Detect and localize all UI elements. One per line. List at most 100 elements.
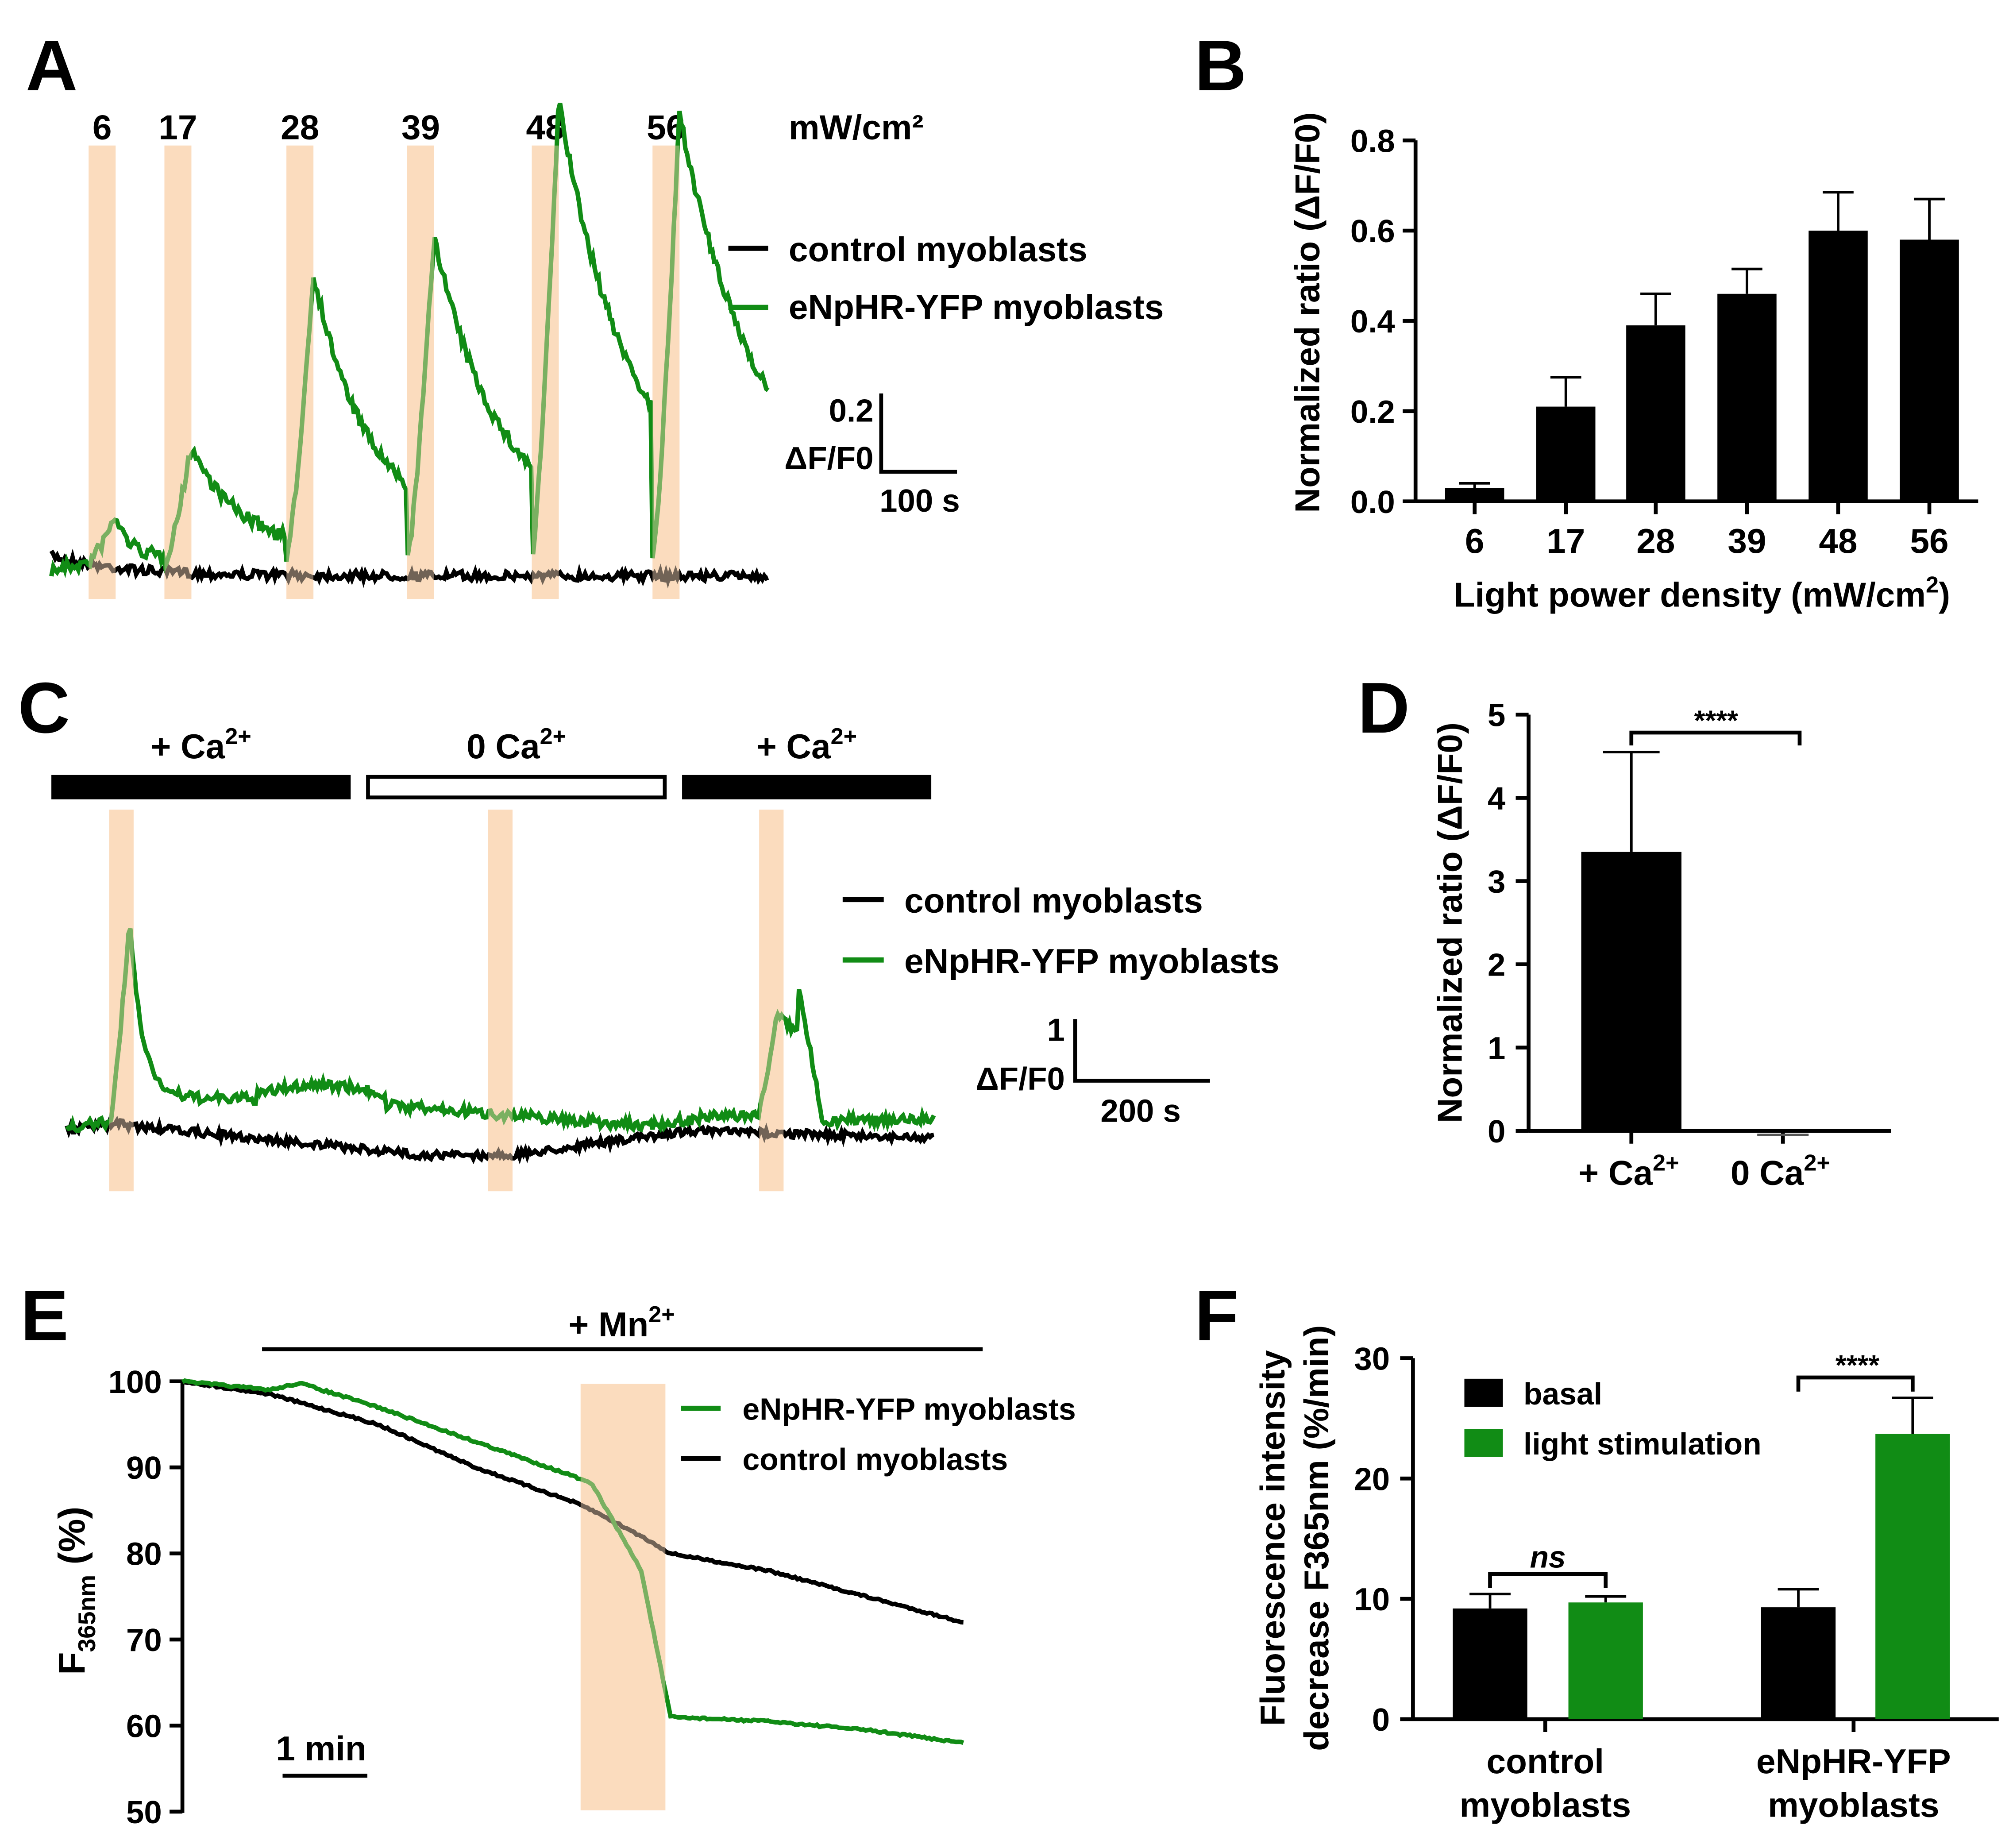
panel-f-y-tick-label: 10: [1354, 1582, 1390, 1617]
panel-c-scale-x-label: 200 s: [1100, 1093, 1181, 1129]
panel-a-power-label: 17: [158, 108, 197, 147]
panel-f-legend-light: light stimulation: [1523, 1427, 1762, 1461]
panel-f-y-tick-label: 30: [1354, 1341, 1390, 1377]
panel-a-band-overlay: [652, 145, 680, 599]
panel-c-condition-label: 0 Ca2+: [467, 724, 566, 766]
panel-c-scale-bar: [1073, 1019, 1210, 1083]
panel-e: E + Mn2+ 50 60 70 80 90 100 eNpHR-YFP myoblas…: [20, 1276, 1076, 1830]
panel-a-enphr-trace: [49, 103, 770, 578]
panel-f-bar: [1568, 1602, 1643, 1719]
panel-c-band-overlay: [488, 810, 513, 1192]
panel-f-legend-basal: basal: [1523, 1377, 1602, 1411]
panel-e-treatment-label: + Mn2+: [569, 1302, 675, 1344]
panel-e-light-band: [580, 1384, 666, 1810]
panel-e-y-tick-label: 100: [108, 1364, 162, 1400]
panel-c-condition-bar: [51, 775, 351, 799]
panel-b-y-tick-label: 0.2: [1350, 394, 1395, 430]
panel-c-light-band: [488, 810, 513, 1192]
panel-a: A 6 17 28 39 48 56 mW/cm² control myoblasts e…: [26, 26, 1164, 599]
panel-e-legend-enphr: eNpHR-YFP myoblasts: [742, 1392, 1076, 1427]
panel-c-condition-bar: [682, 775, 932, 799]
panel-a-band-overlay: [286, 145, 314, 599]
panel-c-band-overlay: [109, 810, 134, 1192]
panel-e-axes: 50 60 70 80 90 100: [108, 1364, 185, 1830]
panel-b: B 0.0 0.2 0.4 0.6 0.8 6 17 28 39 48 56 Light power…: [1195, 26, 1978, 614]
panel-b-x-tick-label: 17: [1546, 521, 1585, 560]
panel-e-y-tick-label: 70: [126, 1622, 162, 1658]
panel-b-bar: [1445, 488, 1504, 502]
panel-b-x-tick-label: 56: [1910, 521, 1948, 560]
panel-d-bar: [1581, 852, 1681, 1131]
panel-a-band-overlay: [532, 145, 559, 599]
panel-e-y-tick-label: 90: [126, 1450, 162, 1486]
panel-b-y-tick-label: 0.4: [1350, 304, 1395, 340]
panel-b-y-tick-label: 0.6: [1350, 213, 1395, 249]
panel-c-scale-y-unit: ΔF/F0: [976, 1061, 1065, 1097]
panel-a-scale-y-label: 0.2: [829, 393, 874, 429]
panel-f-bars: ns ****: [1453, 1349, 1950, 1719]
panel-c-band-overlays: [109, 810, 784, 1192]
panel-d-x-tick-label: + Ca2+: [1578, 1150, 1679, 1192]
panel-c-band-overlay: [759, 810, 784, 1192]
panel-f-letter: F: [1195, 1276, 1238, 1356]
panel-f-significance-bracket: [1796, 1375, 1915, 1392]
panel-f-ns-label: ns: [1530, 1539, 1566, 1574]
panel-c-legend-control: control myoblasts: [904, 881, 1203, 920]
panel-a-band-overlay: [407, 145, 434, 599]
panel-e-enphr-trace: [181, 1378, 964, 1745]
panel-f-group-enphr-line2: myoblasts: [1768, 1786, 1940, 1825]
panel-a-band-overlays: [89, 145, 680, 599]
panel-c-legend-enphr: eNpHR-YFP myoblasts: [904, 941, 1279, 980]
panel-f-significance-label: ****: [1835, 1349, 1880, 1381]
panel-f-y-tick-label: 20: [1354, 1461, 1390, 1497]
panel-c-enphr-trace: [65, 928, 936, 1134]
panel-d-y-axis-title: Normalized ratio (ΔF/F0): [1431, 722, 1469, 1123]
panel-d-y-tick-label: 4: [1488, 781, 1505, 817]
panel-c-scale-y-label: 1: [1047, 1012, 1065, 1048]
panel-e-y-axis-title: F365nm (%): [51, 1507, 100, 1675]
panel-d-axes: 0 1 2 3 4 5 + Ca2+ 0 Ca2+: [1488, 698, 1891, 1192]
panel-a-power-label: 6: [93, 108, 112, 147]
panel-b-letter: B: [1195, 26, 1246, 106]
panel-d-letter: D: [1358, 668, 1410, 748]
panel-b-x-tick-label: 39: [1728, 521, 1766, 560]
panel-f-bar: [1875, 1434, 1950, 1719]
panel-c-light-band: [759, 810, 784, 1192]
panel-a-scale-y-unit: ΔF/F0: [784, 440, 873, 476]
panel-a-control-trace: [49, 548, 769, 589]
panel-b-bar: [1626, 325, 1685, 502]
panel-b-x-tick-label: 28: [1636, 521, 1675, 560]
panel-c-condition-bars: + Ca2+ 0 Ca2+ + Ca2+: [51, 724, 932, 799]
panel-d-y-tick-label: 2: [1488, 947, 1505, 983]
panel-d-x-tick-label: 0 Ca2+: [1731, 1150, 1830, 1192]
panel-c-condition-label: + Ca2+: [151, 724, 251, 766]
panel-b-bars: [1445, 191, 1959, 502]
panel-a-power-labels: 6 17 28 39 48 56: [93, 108, 685, 147]
panel-d-bars: ****: [1581, 704, 1809, 1137]
panel-a-letter: A: [26, 26, 77, 106]
panel-e-y-tick-label: 80: [126, 1536, 162, 1572]
panel-c-condition-bar: [366, 775, 667, 799]
panel-f-bar: [1453, 1608, 1527, 1719]
panel-b-x-tick-label: 48: [1819, 521, 1857, 560]
panel-a-legend-enphr: eNpHR-YFP myoblasts: [789, 288, 1164, 327]
panel-e-y-tick-label: 60: [126, 1709, 162, 1744]
panel-d: D 0 1 2 3 4 5 + Ca2+ 0 Ca2+ **** Normalized rat…: [1358, 668, 1891, 1192]
panel-b-y-tick-label: 0.8: [1350, 123, 1395, 159]
panel-c-condition-label: + Ca2+: [756, 724, 857, 766]
panel-d-y-tick-label: 5: [1488, 698, 1505, 733]
panel-c: C + Ca2+ 0 Ca2+ + Ca2+ control myoblasts e…: [18, 668, 1280, 1192]
panel-a-power-label: 28: [281, 108, 319, 147]
panel-a-legend-control: control myoblasts: [789, 230, 1087, 269]
panel-f-ns-bracket: [1488, 1572, 1608, 1588]
panel-f-group-control-line1: control: [1487, 1742, 1604, 1781]
panel-a-band-overlay: [89, 145, 116, 599]
panel-d-y-tick-label: 3: [1488, 864, 1505, 900]
panel-e-scale-x-label: 1 min: [276, 1729, 366, 1768]
panel-d-significance-bracket: [1629, 730, 1802, 746]
panel-b-y-tick-label: 0.0: [1350, 484, 1395, 520]
panel-f: F 0 10 20 30 ns **** basal light stimulation…: [1195, 1276, 1999, 1825]
panel-e-y-tick-label: 50: [126, 1794, 162, 1830]
panel-b-bar: [1536, 406, 1596, 502]
